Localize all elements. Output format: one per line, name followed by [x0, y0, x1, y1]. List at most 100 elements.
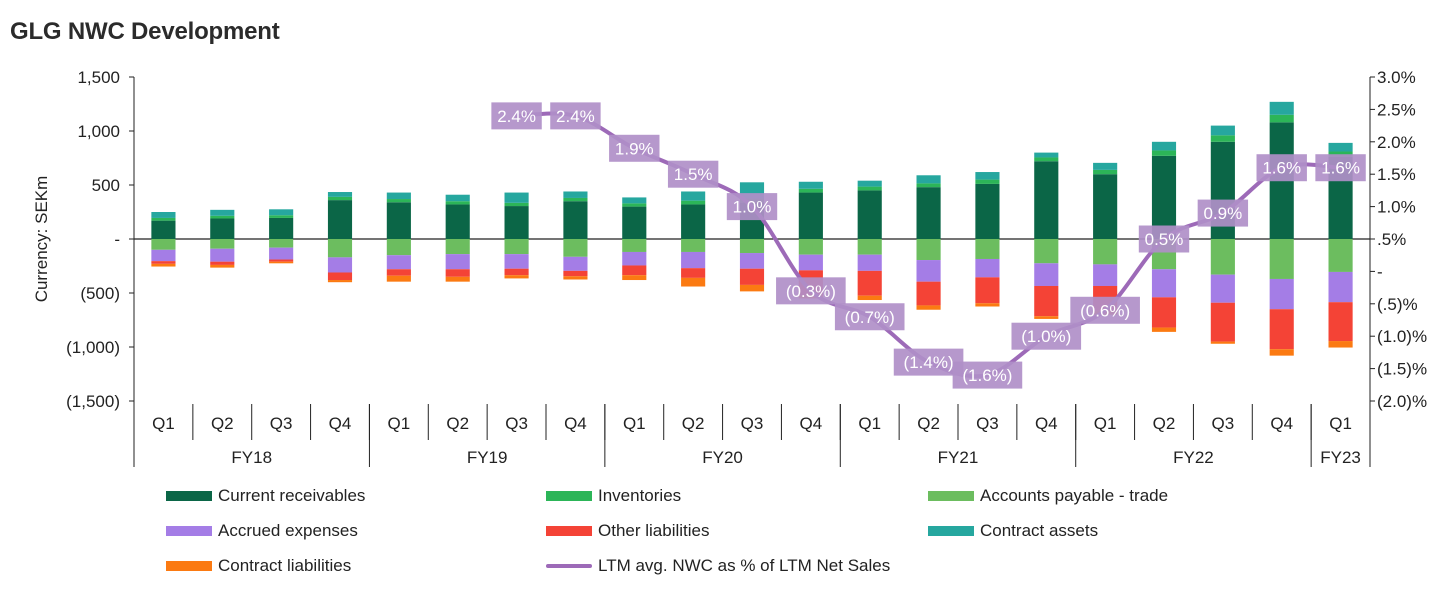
bar-inventories	[210, 215, 235, 219]
bar-inventories	[916, 183, 941, 188]
bar-contract-assets	[1093, 162, 1118, 170]
bar-other-liabilities	[445, 269, 470, 277]
bar-accrued-expenses	[563, 256, 588, 271]
bar-contract-assets	[975, 172, 1000, 180]
bar-inventories	[269, 215, 294, 218]
ltm-data-label: 0.9%	[1197, 199, 1249, 227]
bar-accounts-payable-trade	[739, 239, 765, 254]
bar-current-receivables	[798, 192, 823, 239]
ltm-data-label: (1.6%)	[952, 361, 1023, 389]
bar-contract-liabilities	[327, 280, 353, 283]
ltm-label-text: 2.4%	[497, 107, 536, 126]
bar-other-liabilities	[916, 281, 941, 306]
bar-current-receivables	[916, 187, 941, 239]
bar-inventories	[386, 199, 411, 203]
ltm-label-box	[776, 277, 846, 305]
bar-accrued-expenses	[1093, 264, 1118, 286]
bar-contract-liabilities	[739, 284, 765, 292]
y-tick-label: -	[114, 230, 120, 249]
bar-contract-liabilities	[445, 276, 470, 282]
bar-current-receivables	[386, 202, 411, 239]
bar-contract-assets	[386, 192, 411, 200]
bar-inventories	[504, 202, 529, 207]
bar-current-receivables	[1151, 155, 1177, 239]
x-group-label: FY18	[231, 448, 272, 467]
bar-other-liabilities	[563, 270, 588, 277]
bar-contract-assets	[504, 192, 529, 203]
bar-accounts-payable-trade	[681, 239, 706, 252]
bar-accounts-payable-trade	[504, 239, 529, 255]
x-tick-label: Q1	[152, 414, 175, 433]
ltm-label-box	[667, 160, 719, 188]
y-tick-label: 1,000	[77, 122, 120, 141]
bar-accrued-expenses	[1269, 278, 1294, 310]
bar-other-liabilities	[622, 265, 647, 276]
y2-tick-label: 1.0%	[1377, 198, 1416, 217]
ltm-label-text: (1.6%)	[962, 366, 1012, 385]
bar-accrued-expenses	[504, 254, 529, 269]
ltm-label-box	[1256, 154, 1307, 182]
bar-current-receivables	[1034, 161, 1059, 239]
bar-accrued-expenses	[916, 260, 941, 282]
bar-current-receivables	[445, 204, 470, 239]
bar-inventories	[857, 186, 882, 191]
bar-contract-liabilities	[210, 264, 235, 268]
ltm-label-text: (0.6%)	[1080, 301, 1130, 320]
bar-accounts-payable-trade	[151, 239, 176, 250]
bar-contract-liabilities	[975, 303, 1000, 307]
bar-current-receivables	[504, 206, 529, 239]
bar-contract-liabilities	[916, 305, 941, 310]
bar-contract-liabilities	[151, 263, 176, 267]
bar-accrued-expenses	[386, 255, 411, 270]
bar-contract-assets	[1210, 125, 1235, 136]
bar-accrued-expenses	[681, 251, 706, 269]
bar-contract-assets	[622, 197, 647, 204]
bar-current-receivables	[857, 190, 882, 239]
bar-inventories	[1093, 169, 1118, 175]
bar-other-liabilities	[681, 268, 706, 278]
bar-contract-liabilities	[1210, 341, 1235, 344]
x-tick-label: Q3	[505, 414, 528, 433]
bar-contract-liabilities	[1151, 327, 1177, 332]
ltm-data-label: 1.6%	[1315, 154, 1366, 182]
bar-current-receivables	[151, 220, 176, 239]
x-tick-label: Q4	[564, 414, 587, 433]
y2-tick-label: -	[1377, 262, 1383, 281]
x-tick-label: Q3	[741, 414, 764, 433]
ltm-data-label: 2.4%	[491, 102, 542, 130]
bar-accounts-payable-trade	[857, 239, 882, 255]
bar-accrued-expenses	[975, 258, 1000, 278]
y2-tick-label: 3.0%	[1377, 68, 1416, 87]
bar-inventories	[975, 179, 1000, 184]
x-tick-label: Q1	[388, 414, 411, 433]
bar-accounts-payable-trade	[1269, 239, 1294, 279]
x-group-label: FY20	[702, 448, 743, 467]
bar-other-liabilities	[151, 261, 176, 264]
x-tick-label: Q4	[329, 414, 352, 433]
bar-inventories	[151, 217, 176, 221]
x-tick-label: Q1	[1329, 414, 1352, 433]
y-tick-label: (1,000)	[66, 338, 120, 357]
bar-contract-assets	[445, 194, 470, 202]
bar-inventories	[622, 203, 647, 207]
bar-accounts-payable-trade	[798, 239, 823, 255]
bar-current-receivables	[681, 204, 706, 239]
x-tick-label: Q1	[858, 414, 881, 433]
bar-other-liabilities	[1328, 302, 1353, 342]
bar-inventories	[327, 196, 353, 201]
bar-accrued-expenses	[1034, 263, 1059, 286]
x-group-label: FY23	[1320, 448, 1361, 467]
ltm-data-label: (0.7%)	[834, 303, 905, 331]
bar-contract-assets	[798, 181, 823, 189]
ltm-label-text: 1.6%	[1262, 159, 1301, 178]
bar-current-receivables	[269, 217, 294, 239]
x-group-label: FY21	[938, 448, 979, 467]
ltm-data-label: 1.6%	[1256, 154, 1307, 182]
bar-accrued-expenses	[739, 253, 765, 269]
bar-other-liabilities	[386, 269, 411, 276]
chart-axes: 1,500 1,000 500 - (500) (1,000) (1,500) 3.0% 2.5…	[32, 68, 1427, 467]
ltm-label-box	[952, 361, 1023, 389]
bar-accrued-expenses	[1151, 269, 1177, 298]
ltm-label-box	[726, 193, 778, 221]
ltm-label-text: 1.6%	[1321, 159, 1360, 178]
